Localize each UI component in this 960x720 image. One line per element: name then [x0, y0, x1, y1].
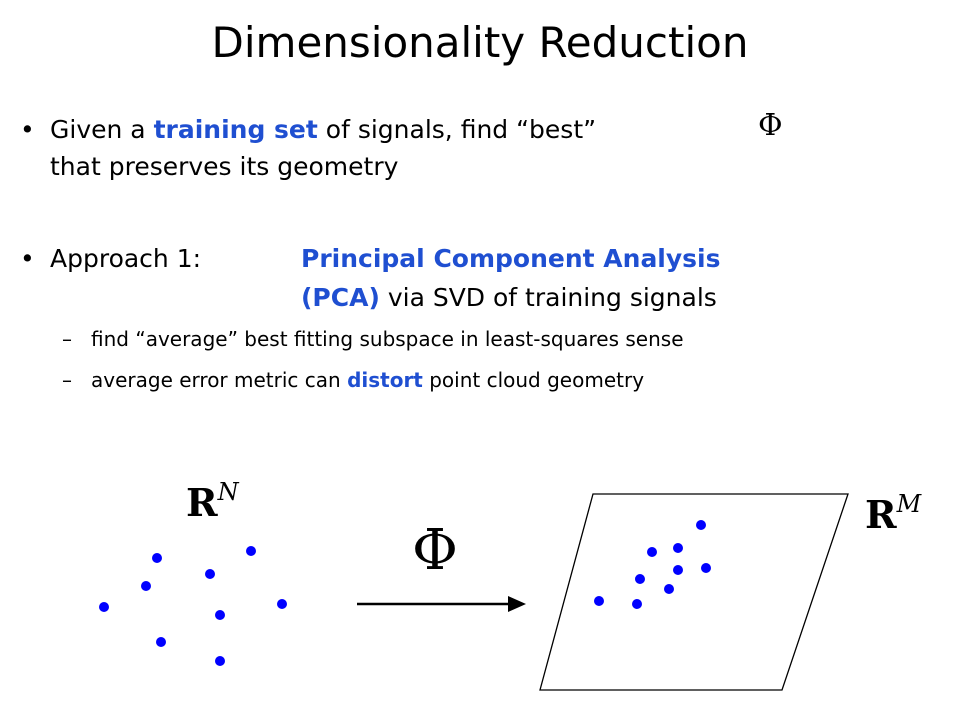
high-dim-point-4: [205, 569, 215, 579]
space-rn-sup: N: [217, 478, 239, 506]
sub-bullet-2-dash: –: [62, 368, 72, 392]
slide-title: Dimensionality Reduction: [211, 18, 749, 67]
bullet-1-glyph: •: [20, 115, 35, 144]
high-dim-point-9: [215, 656, 225, 666]
phi-inline-symbol: Φ: [758, 108, 783, 143]
pca-line-2: (PCA) via SVD of training signals: [301, 283, 717, 312]
approach-label: Approach 1:: [50, 244, 202, 273]
sub-bullet-1-dash: –: [62, 327, 72, 351]
bullet-1-line-2: that preserves its geometry: [50, 152, 399, 181]
low-dim-point-6: [701, 563, 711, 573]
bullet-2-glyph: •: [20, 244, 35, 273]
bullet-1-line-1: Given a training set of signals, find “b…: [50, 115, 596, 144]
high-dim-point-5: [99, 602, 109, 612]
low-dim-point-4: [635, 574, 645, 584]
subspace-plane: [539, 493, 849, 691]
pca-svd-text: via SVD of training signals: [379, 283, 717, 312]
pca-abbrev: (PCA): [301, 283, 380, 312]
high-dim-point-8: [156, 637, 166, 647]
high-dim-point-2: [246, 546, 256, 556]
sub-bullet-2-text: average error metric can distort point c…: [91, 368, 644, 392]
training-set-highlight: training set: [153, 115, 318, 144]
low-dim-point-7: [594, 596, 604, 606]
low-dim-point-3: [673, 543, 683, 553]
high-dim-point-6: [215, 610, 225, 620]
low-dim-point-2: [647, 547, 657, 557]
distort-highlight: distort: [347, 368, 423, 392]
space-rn-base: R: [186, 480, 218, 525]
sub-bullet-2-text-c: point cloud geometry: [422, 368, 645, 392]
high-dim-point-3: [141, 581, 151, 591]
low-dim-point-8: [664, 584, 674, 594]
projection-arrow-head: [508, 596, 526, 612]
high-dim-point-cloud: [99, 546, 287, 666]
high-dim-point-1: [152, 553, 162, 563]
bullet-1-text-b: of signals, find “best”: [317, 115, 597, 144]
high-dim-point-7: [277, 599, 287, 609]
low-dim-point-1: [696, 520, 706, 530]
space-rn-label: RN: [186, 478, 239, 525]
sub-bullet-2-text-a: average error metric can: [91, 368, 348, 392]
sub-bullet-1-text: find “average” best fitting subspace in …: [91, 327, 684, 351]
phi-map-symbol: Φ: [412, 518, 458, 583]
pca-heading: Principal Component Analysis: [301, 244, 721, 273]
space-rm-sup: M: [896, 490, 922, 518]
low-dim-point-5: [673, 565, 683, 575]
low-dim-point-9: [632, 599, 642, 609]
bullet-1-text-a: Given a: [50, 115, 154, 144]
low-dim-point-cloud: [594, 520, 711, 609]
space-rm-base: R: [865, 492, 897, 537]
space-rm-label: RM: [865, 490, 921, 537]
